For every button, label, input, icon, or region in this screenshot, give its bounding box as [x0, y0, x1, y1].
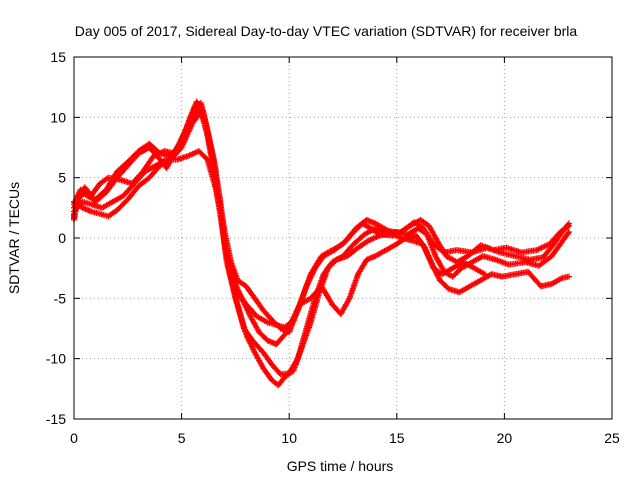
series-5: [217, 210, 489, 348]
x-tick-label: 10: [281, 430, 297, 446]
data-point: [213, 168, 220, 175]
series-4: [71, 148, 572, 389]
data-point: [565, 228, 572, 235]
series-6: [71, 98, 220, 223]
y-tick-label: 0: [58, 230, 66, 246]
y-axis-ticks: -15 -10 -5 0 5 10 15: [46, 49, 612, 427]
x-axis-label: GPS time / hours: [287, 458, 394, 474]
y-axis-label: SDTVAR / TECUs: [6, 182, 22, 294]
y-tick-label: 10: [50, 109, 66, 125]
y-tick-label: -15: [46, 411, 66, 427]
data-point: [565, 230, 572, 237]
series-3: [71, 102, 572, 336]
data-point: [565, 273, 572, 280]
y-tick-label: -10: [46, 351, 66, 367]
y-tick-label: -5: [54, 290, 67, 306]
data-point: [565, 222, 572, 229]
x-tick-label: 20: [497, 430, 513, 446]
y-tick-label: 5: [58, 170, 66, 186]
grid-lines: [74, 57, 612, 419]
x-tick-label: 0: [70, 430, 78, 446]
y-tick-label: 15: [50, 49, 66, 65]
data-point: [482, 271, 489, 278]
x-tick-label: 5: [178, 430, 186, 446]
chart-title: Day 005 of 2017, Sidereal Day-to-day VTE…: [75, 23, 578, 39]
series-1: [71, 99, 572, 331]
x-axis-ticks: 0 5 10 15 20 25: [70, 57, 620, 446]
data-point: [276, 370, 283, 377]
x-tick-label: 25: [604, 430, 620, 446]
x-tick-label: 15: [389, 430, 405, 446]
data-points: [71, 98, 572, 389]
